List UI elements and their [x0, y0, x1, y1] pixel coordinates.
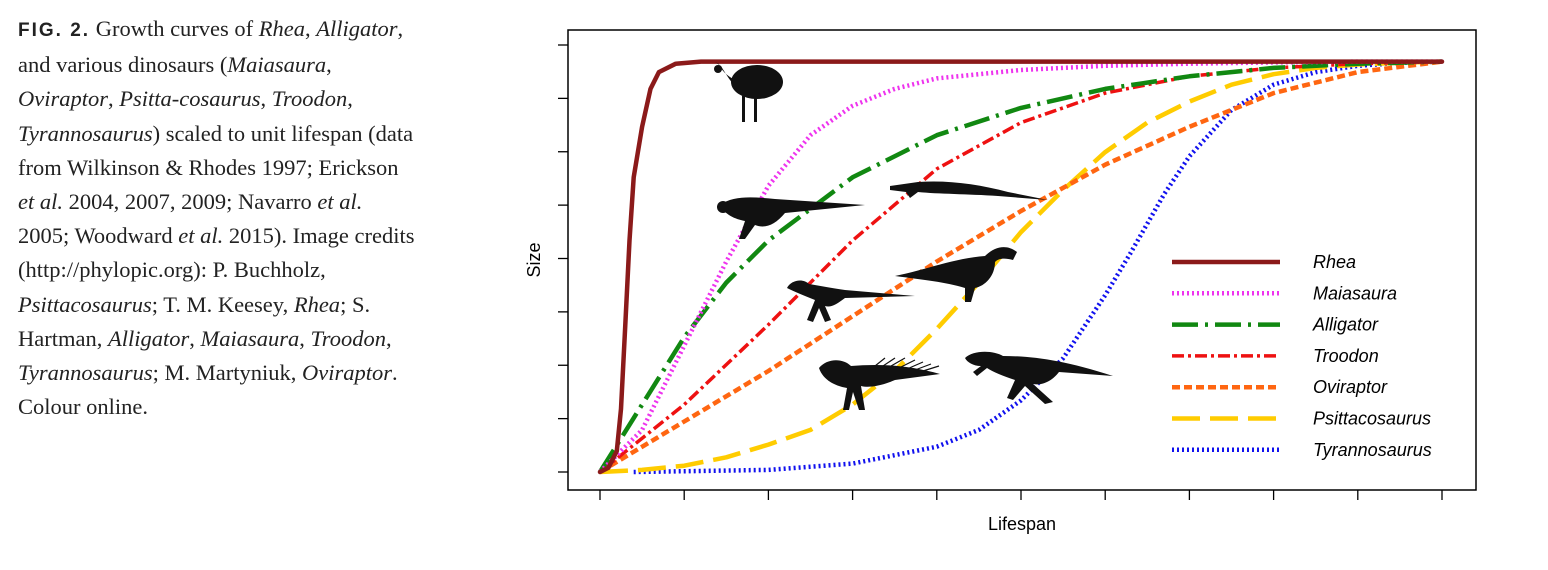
curve-oviraptor: [598, 59, 1443, 474]
caption-segment: ,: [299, 325, 311, 351]
caption-segment: Maiasaura: [227, 52, 327, 78]
legend-label: Oviraptor: [1313, 377, 1388, 397]
caption-segment: Psitta-cosaurus: [119, 86, 261, 112]
growth-curves: [597, 59, 1445, 475]
silhouettes: [714, 62, 1113, 410]
caption-segment: ) scaled to unit lifespan (data from Wil…: [18, 120, 414, 180]
legend-label: Rhea: [1313, 252, 1356, 272]
caption-segment: ,: [326, 52, 332, 78]
caption-segment: ,: [385, 325, 392, 351]
caption-segment: Alligator: [316, 16, 398, 41]
caption-segment: 2005; Woodward: [18, 223, 179, 249]
caption-segment: ,: [347, 86, 353, 112]
caption-segment: ,: [260, 86, 272, 112]
figure-label: FIG. 2.: [18, 20, 91, 41]
caption-segment: ,: [108, 86, 120, 112]
rhea-silhouette: [714, 62, 783, 122]
legend-label: Tyrannosaurus: [1313, 440, 1432, 460]
oviraptor-silhouette: [819, 357, 940, 410]
tyrannosaurus-silhouette: [965, 351, 1113, 404]
caption-segment: Troodon: [310, 325, 386, 351]
caption-segment: ,: [189, 325, 201, 351]
legend-label: Psittacosaurus: [1313, 409, 1431, 429]
caption-segment: Tyrannosaurus: [18, 120, 153, 146]
caption-segment: , and various dinosaurs (: [18, 16, 404, 78]
alligator-silhouette: [890, 181, 1048, 200]
legend: Rhea Maiasaura Alligator Troodon Oviraptor Ps…: [1172, 252, 1432, 460]
curve-rhea: [597, 59, 1445, 475]
legend-label: Alligator: [1312, 315, 1379, 335]
caption-segment: et al.: [178, 223, 224, 249]
caption-segment: Alligator: [107, 325, 190, 351]
caption-segment: . Colour online.: [18, 360, 398, 420]
caption-segment: ; T. M. Keesey,: [151, 291, 294, 317]
plot-frame: [567, 29, 1477, 491]
axis-ticks: [558, 44, 1443, 500]
caption-segment: et al.: [18, 189, 63, 215]
maiasaura-silhouette: [717, 197, 865, 239]
psittacosaurus-silhouette: [895, 247, 1017, 302]
caption-segment: Tyrannosaurus: [18, 360, 153, 386]
troodon-silhouette: [787, 280, 915, 322]
growth-curve-chart: Lifespan Size R: [524, 29, 1477, 534]
caption-segment: Psittacosaurus: [18, 291, 152, 317]
caption-body: Growth curves of Rhea, Alligator, and va…: [18, 16, 414, 419]
caption-segment: Troodon: [271, 86, 348, 112]
legend-label: Maiasaura: [1313, 283, 1397, 303]
caption-segment: Rhea: [293, 291, 341, 317]
curve-maiasaura: [598, 59, 1442, 474]
caption-segment: Rhea: [258, 16, 306, 41]
caption-segment: ,: [305, 16, 317, 41]
caption-segment: ; S. Hartman,: [18, 291, 371, 351]
caption-segment: ; M. Martyniuk,: [152, 360, 302, 386]
legend-label: Troodon: [1313, 346, 1379, 366]
caption-segment: Oviraptor: [301, 360, 392, 386]
curve-troodon: [598, 59, 1443, 474]
figure-caption: FIG. 2. Growth curves of Rhea, Alligator…: [18, 12, 418, 424]
curve-psittacosaurus: [599, 59, 1443, 475]
curve-alligator: [598, 59, 1443, 474]
caption-segment: et al.: [317, 189, 363, 215]
caption-segment: Oviraptor: [18, 86, 108, 112]
x-axis-label: Lifespan: [988, 514, 1056, 534]
caption-segment: Growth curves of: [90, 16, 259, 41]
caption-segment: Maiasaura: [200, 325, 300, 351]
curve-tyrannosaurus: [633, 59, 1443, 475]
caption-segment: 2015). Image credits (http://phylopic.or…: [18, 223, 415, 283]
caption-segment: 2004, 2007, 2009; Navarro: [63, 189, 318, 215]
y-axis-label: Size: [524, 242, 544, 277]
